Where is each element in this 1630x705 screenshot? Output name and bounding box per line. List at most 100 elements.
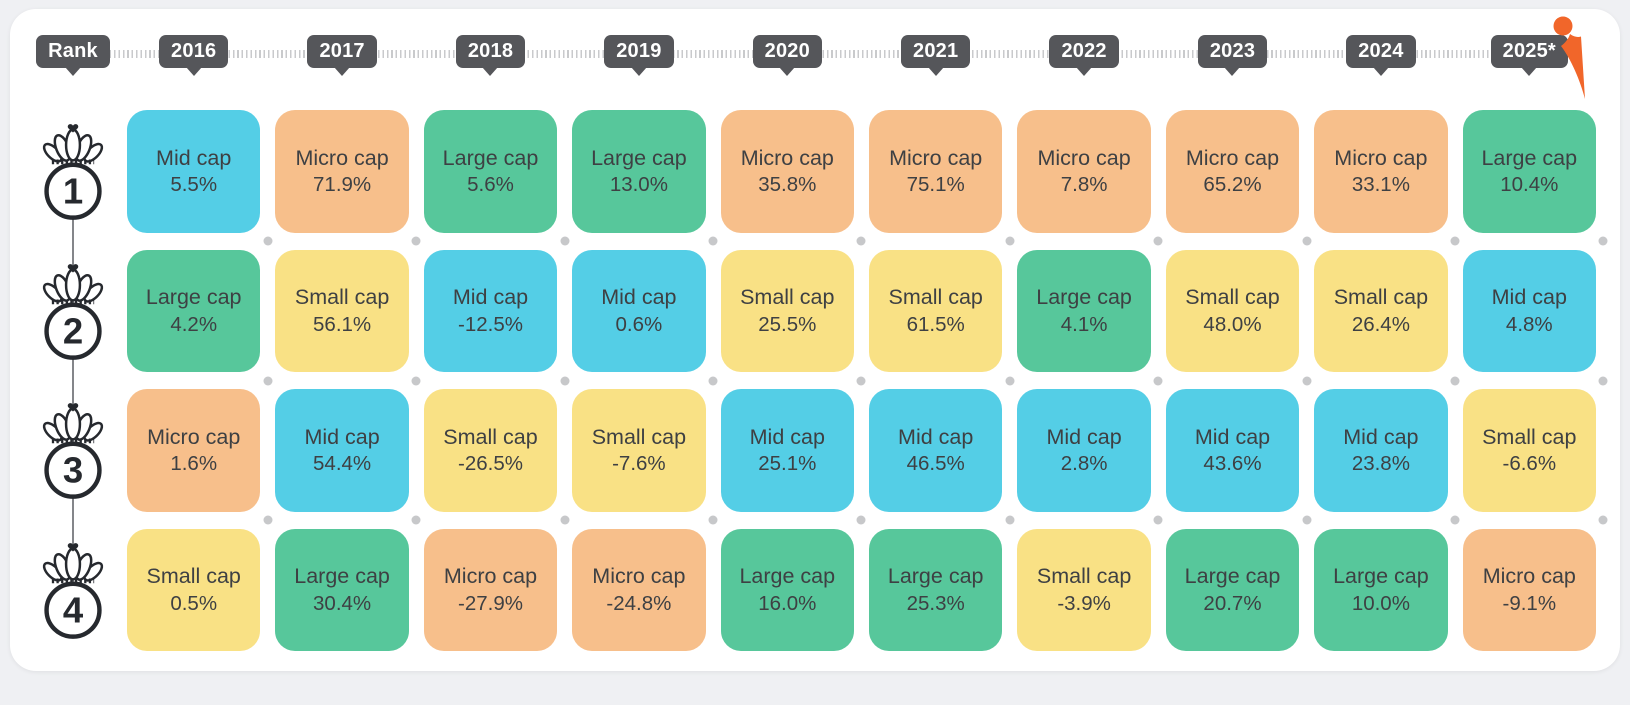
rank-2-marker: 2 [34, 250, 112, 373]
crown-rank-icon: 2 [42, 263, 104, 360]
cap-return-value: 4.2% [170, 312, 218, 336]
cap-category-label: Small cap [443, 424, 538, 449]
grid-separator-dot [708, 236, 718, 246]
cap-card: Micro cap 7.8% [1017, 110, 1151, 233]
cap-return-value: 10.4% [1500, 173, 1559, 197]
cap-card: Large cap 10.0% [1314, 528, 1448, 651]
year-badge-cell: 2024 [1314, 29, 1447, 93]
svg-text:2: 2 [63, 310, 83, 351]
cap-return-value: 7.8% [1060, 173, 1108, 197]
year-badge: 2019 [604, 35, 674, 68]
grid-separator-dot [708, 515, 718, 525]
cap-category-label: Mid cap [1046, 424, 1122, 449]
grid-separator-dot [1302, 376, 1312, 385]
cap-return-value: -9.1% [1502, 591, 1557, 615]
grid-separator-dot [560, 515, 570, 525]
cap-category-label: Small cap [1185, 285, 1280, 310]
cap-card: Small cap 0.5% [127, 528, 261, 651]
cap-card: Large cap 20.7% [1165, 528, 1300, 651]
year-badge: 2016 [159, 35, 229, 68]
cap-category-label: Large cap [887, 564, 984, 589]
grid-separator-dot [856, 376, 866, 385]
cap-category-label: Mid cap [1194, 424, 1271, 449]
year-badge-label: 2019 [616, 40, 662, 62]
year-badge-label: 2017 [319, 40, 365, 62]
cap-return-value: 35.8% [758, 173, 817, 197]
cap-return-value: 20.7% [1203, 591, 1262, 615]
year-badge-label: 2024 [1358, 40, 1404, 62]
cap-card: Micro cap -9.1% [1462, 528, 1596, 651]
cap-card: Large cap 4.2% [127, 249, 261, 372]
cap-category-label: Mid cap [749, 424, 825, 449]
cap-card: Micro cap -27.9% [423, 528, 558, 651]
cap-return-value: 71.9% [313, 173, 372, 197]
cap-category-label: Small cap [1036, 564, 1132, 589]
cap-card: Mid cap -12.5% [423, 249, 558, 372]
cap-card: Micro cap 1.6% [127, 389, 261, 512]
cap-category-label: Mid cap [1491, 285, 1567, 310]
cap-return-value: 0.5% [170, 591, 218, 615]
cap-card: Micro cap 35.8% [720, 110, 854, 233]
cap-card: Small cap -7.6% [572, 389, 706, 512]
year-badge-cell: 2016 [127, 29, 260, 93]
cap-return-value: 23.8% [1351, 452, 1410, 476]
rank-3-marker: 3 [34, 389, 112, 512]
year-badge-label: 2023 [1209, 40, 1256, 62]
grid-separator-dot [560, 376, 570, 385]
cap-return-value: 13.0% [609, 173, 668, 197]
cap-category-label: Micro cap [1334, 145, 1428, 170]
year-badge-cell: 2021 [869, 29, 1002, 93]
cap-category-label: Large cap [442, 145, 539, 170]
grid-separator-dot [1153, 236, 1163, 246]
cap-card: Large cap 30.4% [275, 528, 409, 651]
svg-text:4: 4 [63, 589, 84, 630]
crown-rank-icon: 4 [42, 542, 104, 639]
grid-separator-dot [1005, 376, 1015, 385]
grid-separator-dot [1302, 236, 1312, 246]
cap-card: Small cap -3.9% [1017, 528, 1151, 651]
cap-category-label: Micro cap [889, 145, 983, 170]
cap-return-value: -7.6% [612, 452, 666, 476]
cap-return-value: -3.9% [1057, 591, 1111, 615]
grid-separator-dot [1598, 515, 1608, 525]
year-badge-label: 2025* [1502, 40, 1556, 62]
grid-separator-dot [263, 376, 273, 385]
cap-return-value: -12.5% [458, 312, 523, 336]
cap-category-label: Large cap [1184, 564, 1281, 589]
cap-card: Large cap 13.0% [572, 110, 706, 233]
cap-return-value: 4.1% [1060, 312, 1108, 336]
cap-return-value: 10.0% [1351, 591, 1410, 615]
year-badge-label: 2021 [913, 40, 959, 62]
cap-return-value: 4.8% [1505, 312, 1553, 336]
cap-category-label: Mid cap [452, 285, 529, 310]
grid-separator-dot [411, 376, 421, 385]
grid-separator-dot [560, 236, 570, 246]
grid-separator-dot [1005, 515, 1015, 525]
cap-card: Mid cap 2.8% [1017, 389, 1151, 512]
cap-category-label: Micro cap [592, 564, 686, 589]
cap-return-value: 48.0% [1203, 312, 1262, 336]
year-badge: 2020 [752, 35, 822, 68]
cap-card: Small cap -6.6% [1462, 389, 1596, 512]
cap-category-label: Large cap [145, 285, 242, 310]
cap-card: Mid cap 5.5% [127, 110, 261, 233]
cap-card: Micro cap -24.8% [572, 528, 706, 651]
cap-return-value: 25.5% [758, 312, 817, 336]
cap-card: Mid cap 4.8% [1462, 249, 1596, 372]
cap-return-value: 5.6% [467, 173, 514, 197]
cap-return-value: -26.5% [458, 452, 523, 476]
grid-separator-dot [263, 515, 273, 525]
cap-category-label: Mid cap [156, 145, 232, 170]
grid-separator-dot [1450, 236, 1460, 246]
cap-return-value: 2.8% [1060, 452, 1108, 476]
grid-separator-dot [1153, 376, 1163, 385]
cap-card: Large cap 5.6% [423, 110, 558, 233]
crown-rank-icon: 3 [42, 403, 104, 500]
grid-separator-dot [708, 376, 718, 385]
crown-rank-icon: 1 [42, 124, 104, 221]
cap-return-value: 43.6% [1203, 452, 1262, 476]
cap-return-value: -27.9% [458, 591, 523, 615]
cap-category-label: Large cap [739, 564, 836, 589]
rank-badge: Rank [36, 35, 110, 68]
